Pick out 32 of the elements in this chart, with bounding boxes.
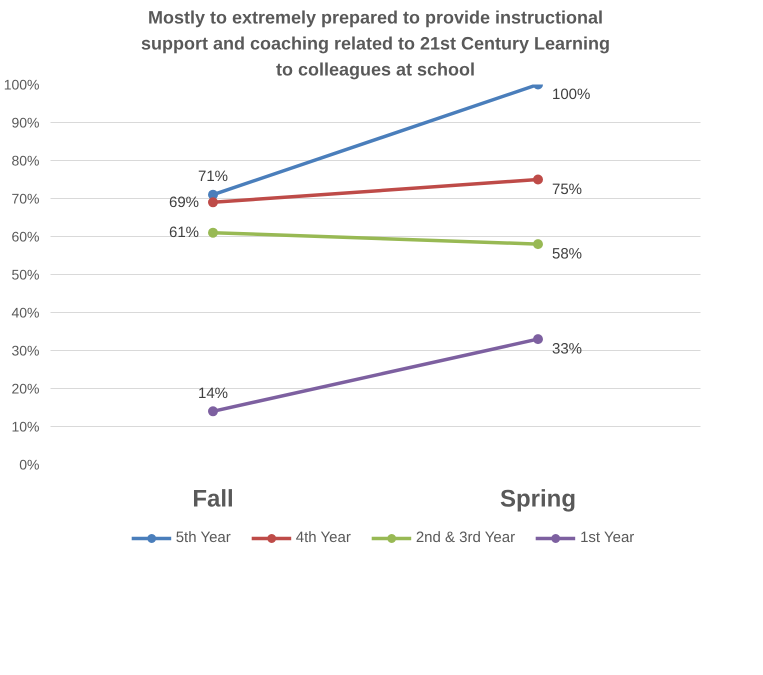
y-tick-label: 50% (11, 266, 40, 282)
data-label: 33% (552, 340, 582, 358)
data-label: 69% (168, 194, 200, 211)
data-label: 61% (168, 224, 200, 242)
chart-title: Mostly to extremely prepared to provide instructional support and coaching related to 21st Century Learning to colleagues at school (140, 8, 610, 80)
y-tick-label: 10% (11, 418, 40, 434)
y-tick-label: 60% (11, 228, 40, 244)
y-tick-label: 70% (11, 190, 40, 206)
x-tick-label: Spring (500, 486, 576, 512)
y-tick-label: 90% (11, 114, 40, 130)
data-label: 14% (198, 384, 228, 402)
y-tick-label: 40% (11, 304, 40, 320)
point (533, 334, 543, 344)
legend-label: 1st Year (580, 529, 634, 546)
y-tick-label: 0% (19, 456, 40, 472)
point (533, 239, 543, 250)
point (533, 174, 543, 184)
legend-label: 2nd & 3rd Year (416, 529, 516, 546)
data-label: 58% (552, 246, 582, 263)
data-label: 71% (198, 168, 228, 186)
legend-label: 5th Year (176, 529, 231, 546)
data-label: 100% (552, 86, 590, 103)
y-tick-label: 100% (4, 76, 40, 92)
x-tick-label: Fall (192, 486, 234, 512)
data-label: 75% (552, 181, 582, 198)
legend-label: 4th Year (296, 529, 351, 546)
y-tick-label: 80% (11, 152, 40, 168)
y-tick-label: 30% (11, 342, 40, 358)
point (208, 406, 218, 416)
point (208, 197, 218, 208)
point (208, 228, 218, 238)
y-tick-label: 20% (11, 380, 40, 396)
